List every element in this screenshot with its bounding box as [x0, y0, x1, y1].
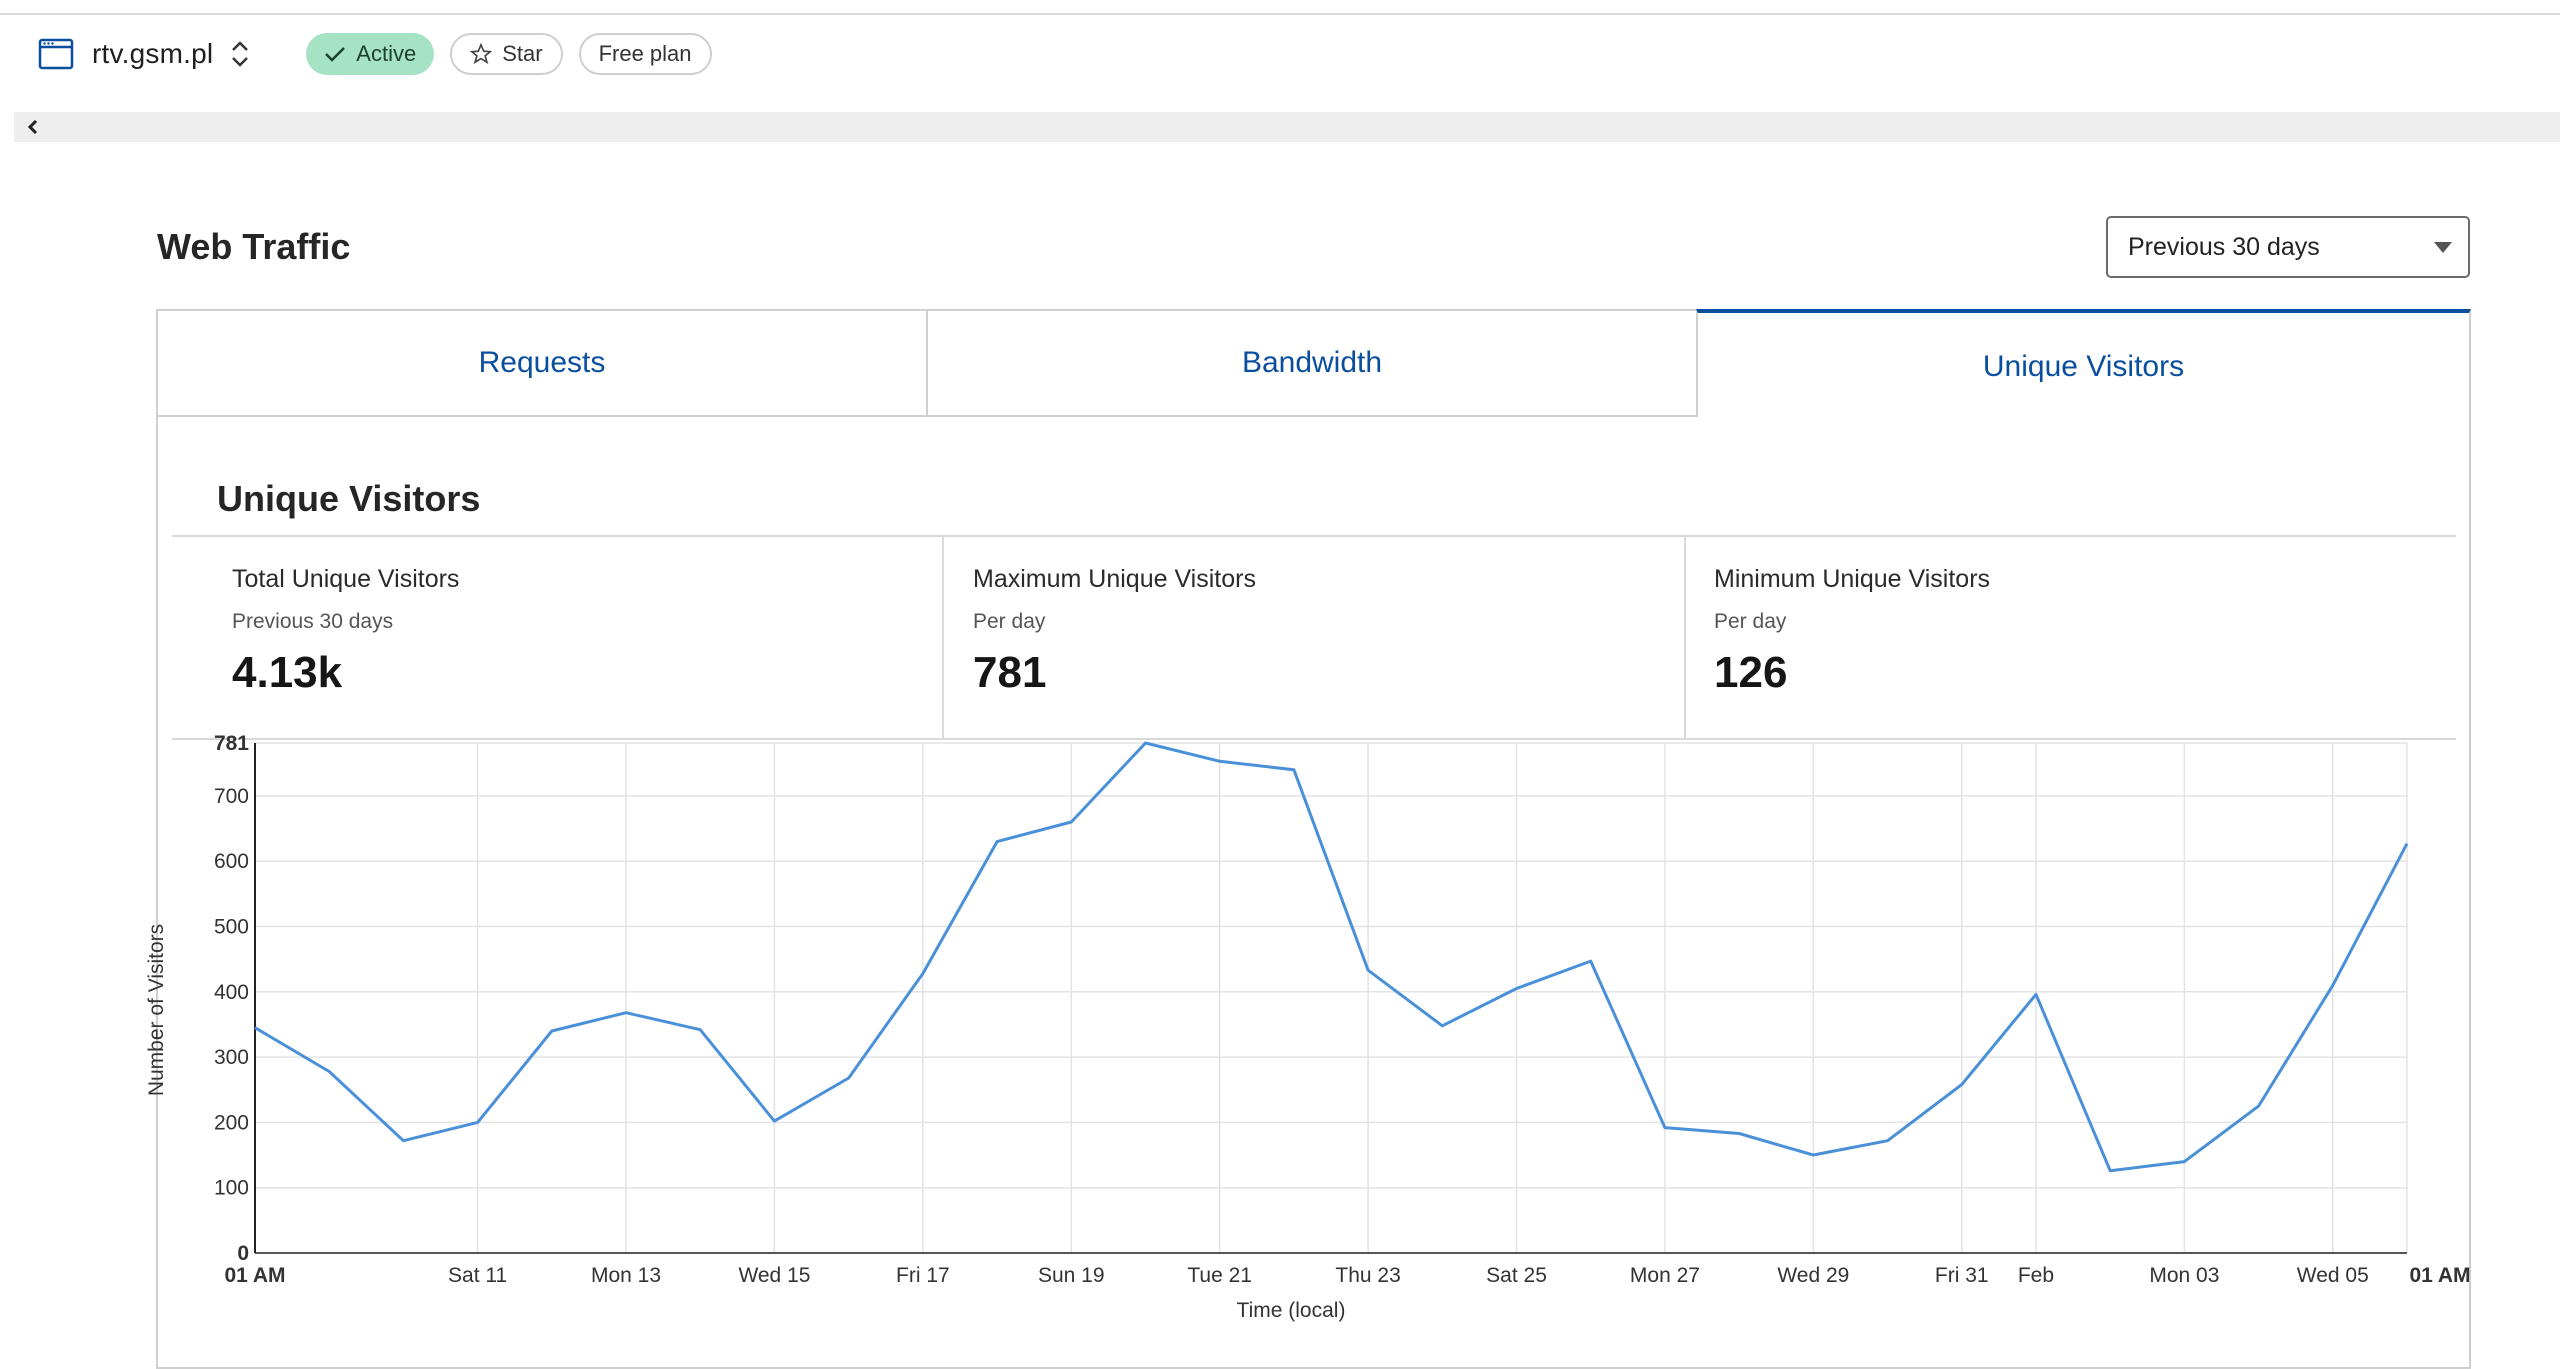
zone-switcher-icon[interactable] — [229, 37, 251, 71]
zone-name[interactable]: rtv.gsm.pl — [92, 38, 214, 69]
y-tick-label: 500 — [214, 915, 249, 938]
stat-divider — [1684, 537, 1686, 738]
x-tick-label: 01 AM — [224, 1264, 285, 1287]
stat-sublabel: Per day — [1714, 610, 1787, 633]
stat-minimum-unique-visitors: Minimum Unique Visitors Per day 126 — [1714, 565, 1990, 698]
check-icon — [325, 47, 346, 62]
status-badge-label: Active — [356, 41, 417, 66]
star-icon — [470, 43, 493, 65]
y-tick-label: 300 — [214, 1046, 249, 1069]
time-range-value: Previous 30 days — [2128, 232, 2320, 261]
x-tick-label: Thu 23 — [1335, 1264, 1400, 1287]
collapse-sidebar-button[interactable] — [20, 114, 46, 140]
time-range-select[interactable]: Previous 30 days — [2106, 216, 2470, 278]
stat-sublabel: Per day — [973, 610, 1046, 633]
sidebar-collapse-bar — [14, 112, 2560, 142]
browser-window-icon — [38, 38, 74, 70]
x-tick-label: Wed 15 — [738, 1264, 810, 1287]
x-axis-title: Time (local) — [1237, 1299, 1346, 1322]
status-badge: Active — [306, 33, 435, 75]
star-button[interactable]: Star — [450, 33, 563, 75]
stats-divider — [172, 738, 2456, 740]
stat-sublabel: Previous 30 days — [232, 610, 394, 633]
x-tick-label: 01 AM — [2409, 1264, 2470, 1287]
section-title: Unique Visitors — [217, 478, 481, 519]
dropdown-caret-icon — [2434, 242, 2452, 253]
metric-tabs: Requests Bandwidth Unique Visitors — [156, 309, 2471, 417]
tab-requests[interactable]: Requests — [156, 309, 928, 417]
series-line — [254, 741, 2409, 1173]
stat-label: Maximum Unique Visitors — [973, 565, 1256, 593]
y-tick-label: 200 — [214, 1111, 249, 1134]
stat-maximum-unique-visitors: Maximum Unique Visitors Per day 781 — [973, 565, 1256, 698]
y-tick-label: 0 — [237, 1242, 249, 1265]
x-tick-label: Sun 19 — [1038, 1264, 1105, 1287]
x-tick-label: Sat 11 — [448, 1264, 507, 1287]
page-title: Web Traffic — [157, 226, 351, 267]
star-button-label: Star — [502, 41, 543, 66]
y-tick-label: 600 — [214, 850, 249, 873]
stat-value: 126 — [1714, 648, 1788, 697]
stat-label: Minimum Unique Visitors — [1714, 565, 1991, 593]
section-divider — [172, 535, 2456, 537]
x-tick-label: Sat 25 — [1486, 1264, 1547, 1287]
y-tick-label: 781 — [214, 732, 249, 755]
chevron-left-icon — [27, 119, 38, 135]
x-tick-label: Mon 13 — [591, 1264, 661, 1287]
x-tick-label: Tue 21 — [1187, 1264, 1252, 1287]
x-tick-label: Wed 29 — [1777, 1264, 1849, 1287]
tab-bandwidth[interactable]: Bandwidth — [926, 309, 1698, 417]
plan-badge-label: Free plan — [598, 41, 692, 66]
line-chart-svg: 0 100 200 300 400 500 600 700 781 01 AM Sat 11 Mon … — [145, 732, 2471, 1322]
stat-value: 781 — [973, 648, 1047, 697]
tab-unique-visitors[interactable]: Unique Visitors — [1696, 309, 2471, 417]
x-tick-label: Feb — [2018, 1264, 2054, 1287]
x-tick-label: Wed 05 — [2297, 1264, 2369, 1287]
zone-header: rtv.gsm.pl Active Star Free plan — [38, 30, 712, 78]
stat-value: 4.13k — [232, 648, 343, 697]
plan-badge[interactable]: Free plan — [578, 33, 712, 75]
y-tick-label: 100 — [214, 1177, 249, 1200]
stat-label: Total Unique Visitors — [232, 565, 460, 593]
top-divider — [0, 13, 2560, 15]
y-tick-label: 400 — [214, 981, 249, 1004]
x-tick-label: Fri 17 — [896, 1264, 950, 1287]
y-axis-title: Number of Visitors — [145, 924, 168, 1096]
y-tick-label: 700 — [214, 785, 249, 808]
x-tick-label: Mon 27 — [1630, 1264, 1700, 1287]
unique-visitors-chart: 0 100 200 300 400 500 600 700 781 01 AM Sat 11 Mon … — [130, 728, 2471, 1328]
x-tick-label: Mon 03 — [2149, 1264, 2219, 1287]
x-tick-label: Fri 31 — [1935, 1264, 1989, 1287]
stat-total-unique-visitors: Total Unique Visitors Previous 30 days 4… — [232, 565, 459, 698]
stat-divider — [942, 537, 944, 738]
